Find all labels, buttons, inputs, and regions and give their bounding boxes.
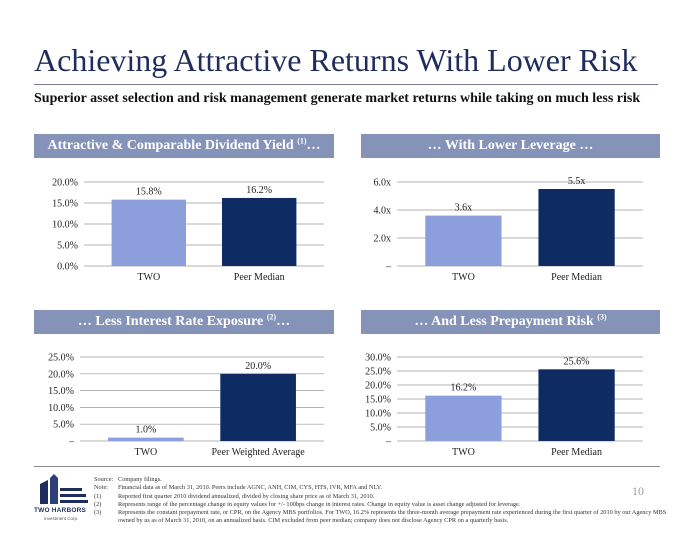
panel-title: … Less Interest Rate Exposure [77,314,264,329]
footnote-row: (1) Reported first quarter 2010 dividend … [94,493,676,501]
panel-title: Attractive & Comparable Dividend Yield [47,138,294,153]
y-tick-label: 20.0% [365,381,391,392]
y-tick-label: 10.0% [52,220,78,231]
page-subtitle: Superior asset selection and risk manage… [34,91,641,106]
y-tick-label: – [385,437,392,448]
data-label: 16.2% [450,383,476,394]
y-tick-label: 5.0% [370,423,391,434]
data-label: 3.6x [455,203,473,214]
bar-two [108,437,184,441]
interest-rate-chart: – 5.0% 10.0% 15.0% 20.0% 25.0% 1.0% TWO 20.0% Pee… [48,353,324,458]
prepayment-chart: – 5.0% 10.0% 15.0% 20.0% 25.0% 30.0% 16.2% TWO 25… [365,353,643,458]
data-label: 20.0% [245,361,271,372]
bar-peer-median [538,369,615,441]
panel-header-leverage: … With Lower Leverage … [361,134,660,158]
x-category-label: Peer Median [234,272,285,283]
y-tick-label: 25.0% [48,353,74,364]
leverage-chart: – 2.0x 4.0x 6.0x 3.6x TWO 5.5x Peer Median [374,176,643,283]
company-logo: TWO HARBORS Investment Corp. [34,470,92,526]
footnote-ref: (3) [597,312,607,322]
y-tick-label: 5.0% [53,420,74,431]
y-tick-label: – [68,437,75,448]
footnote-text: Reported first quarter 2010 dividend ann… [118,492,375,500]
bar-peer-weighted-average [220,373,296,441]
y-tick-label: 15.0% [48,386,74,397]
data-label: 1.0% [135,425,156,436]
footnote-row: Note: Financial data as of March 31, 2010… [94,484,676,492]
bar-two [425,215,502,266]
footnote-label: Note: [94,484,108,492]
footnote-row: (2) Represents range of the percentage ch… [94,501,676,509]
x-category-label: Peer Median [551,447,602,458]
y-tick-label: 15.0% [365,395,391,406]
footnote-text: Represents range of the percentage chang… [118,500,521,508]
x-category-label: TWO [452,447,475,458]
y-tick-label: – [385,262,392,273]
page-number: 10 [632,484,644,498]
y-tick-label: 15.0% [52,199,78,210]
y-tick-label: 4.0x [374,206,392,217]
y-tick-label: 5.0% [57,241,78,252]
x-category-label: TWO [452,272,475,283]
x-category-label: TWO [134,447,157,458]
y-tick-label: 20.0% [48,369,74,380]
panel-header-dividend-yield: Attractive & Comparable Dividend Yield (… [34,134,334,158]
x-category-label: Peer Median [551,272,602,283]
x-category-label: TWO [137,272,160,283]
footnote-label: (2) [94,500,102,508]
title-divider [34,84,658,85]
y-tick-label: 10.0% [365,409,391,420]
y-tick-label: 10.0% [48,403,74,414]
chart-interest-rate: – 5.0% 10.0% 15.0% 20.0% 25.0% 1.0% TWO 20.0% Pee… [34,347,334,464]
y-tick-label: 6.0x [374,178,392,189]
y-tick-label: 2.0x [374,234,392,245]
footnote-text: Company filings. [118,476,162,483]
data-label: 16.2% [246,185,272,196]
chart-leverage: – 2.0x 4.0x 6.0x 3.6x TWO 5.5x Peer Median [361,172,661,289]
footnote-row: Source: Company filings. [94,476,676,484]
footnotes: Source: Company filings. Note: Financial da… [94,476,676,526]
y-tick-label: 20.0% [52,178,78,189]
y-tick-label: 30.0% [365,353,391,364]
bar-two [425,395,502,441]
title-suffix: … [276,314,291,329]
panel-header-prepayment: … And Less Prepayment Risk (3) [361,310,660,334]
footnote-ref: (2) [266,312,277,322]
y-tick-label: 0.0% [57,262,78,273]
harbor-logo-icon [40,474,88,504]
data-label: 25.6% [564,356,590,367]
logo-subtitle: Investment Corp. [44,516,79,521]
page-title: Achieving Attractive Returns With Lower … [34,42,638,78]
panel-title: … And Less Prepayment Risk [414,314,594,329]
panel-header-interest-rate: … Less Interest Rate Exposure (2)… [34,310,334,334]
footnote-label: (1) [94,492,102,500]
footnote-label: Source: [94,476,114,483]
footnote-row: (3) Represents the constant prepayment ra… [94,509,676,526]
footer-divider [34,466,660,467]
bar-two [111,199,186,266]
dividend-yield-chart: 0.0% 5.0% 10.0% 15.0% 20.0% 15.8% TWO 16.2% Peer… [52,178,324,283]
footnote-ref: (1) [297,136,307,146]
bar-peer-median [222,197,297,266]
data-label: 5.5x [568,176,586,187]
panel-title: … With Lower Leverage … [427,138,594,153]
x-category-label: Peer Weighted Average [212,447,306,458]
chart-prepayment: – 5.0% 10.0% 15.0% 20.0% 25.0% 30.0% 16.2% TWO 25… [361,347,661,464]
chart-dividend-yield: 0.0% 5.0% 10.0% 15.0% 20.0% 15.8% TWO 16.2% Peer… [34,172,334,289]
bar-peer-median [538,189,615,266]
y-tick-label: 25.0% [365,367,391,378]
title-suffix: … [306,138,321,153]
footnote-text: Financial data as of March 31, 2010. Pee… [118,484,382,492]
footnote-text: Represents the constant prepayment rate,… [118,509,667,525]
logo-name: TWO HARBORS [34,507,87,514]
footnote-label: (3) [94,509,102,517]
data-label: 15.8% [136,187,162,198]
